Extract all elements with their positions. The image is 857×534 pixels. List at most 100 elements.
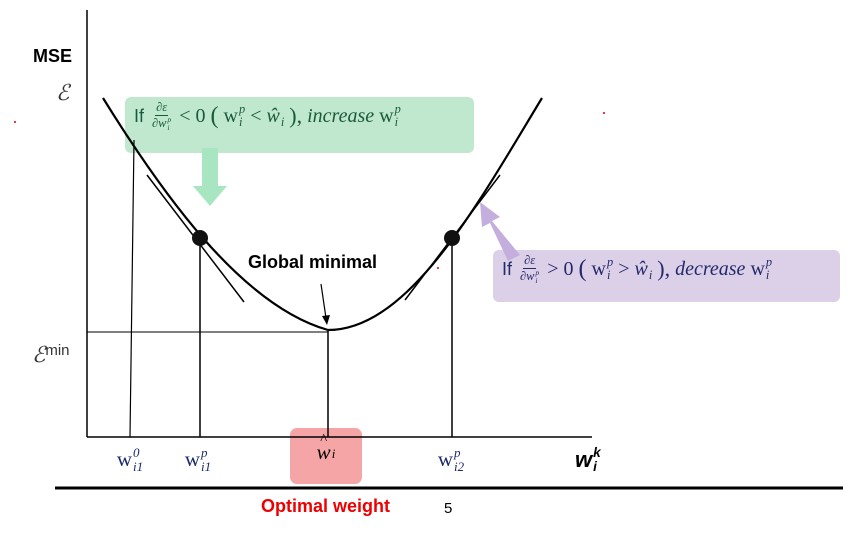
- action: increase: [307, 104, 375, 127]
- sub: i1: [201, 458, 212, 474]
- axes: [86, 10, 592, 438]
- prefix: If: [134, 105, 145, 126]
- scripts: 0 i1: [133, 446, 143, 473]
- sup: k: [593, 445, 601, 460]
- math-symbol: w 0 i1: [117, 446, 143, 473]
- sub: i: [648, 268, 653, 283]
- scripts: i: [332, 434, 336, 461]
- action: decrease: [675, 257, 746, 280]
- y-label: MSE: [33, 46, 73, 66]
- scripts: i: [281, 104, 284, 129]
- arrow: [193, 148, 227, 206]
- y-min: ℰmin: [32, 342, 70, 368]
- sub: i: [167, 122, 170, 132]
- symbol: ℰ: [32, 342, 46, 367]
- pointer-head: [322, 315, 330, 325]
- x-label: w 0 i1: [108, 446, 152, 473]
- sub: i: [765, 268, 770, 283]
- caption: Optimal weight: [261, 496, 391, 516]
- optimal-highlight: [290, 428, 362, 484]
- base: ŵ: [634, 257, 648, 280]
- sup: p: [765, 255, 773, 270]
- sup: min: [45, 342, 70, 359]
- sub: i: [238, 115, 243, 130]
- base: w: [184, 447, 201, 472]
- x-label: w p i1: [176, 446, 220, 473]
- error-curve: [102, 97, 543, 332]
- base: ŵ: [266, 104, 280, 127]
- sub: i: [535, 275, 538, 285]
- base: w: [379, 104, 394, 127]
- relation: >: [618, 257, 630, 280]
- base: w: [591, 257, 606, 280]
- paren: ),: [289, 103, 303, 129]
- fraction: ∂ε ∂w p i: [520, 253, 540, 285]
- sup: p: [394, 102, 401, 117]
- sup: p: [454, 445, 461, 460]
- sub: i: [280, 115, 285, 130]
- fraction: ∂ε ∂w p i: [152, 100, 172, 132]
- sub: i1: [133, 458, 144, 474]
- arrow: [480, 202, 520, 261]
- point: [444, 230, 460, 246]
- paren: ),: [657, 256, 671, 282]
- paren: (: [578, 255, 587, 282]
- rule: If ∂ε ∂w p i < 0(w p i < ŵ i), increase w p i: [126, 97, 409, 136]
- hat-stack: ^ w: [316, 431, 331, 465]
- base: w: [316, 440, 331, 465]
- page-number: 5: [444, 500, 453, 517]
- point: [192, 230, 208, 246]
- math-symbol: ∂w p i: [152, 114, 172, 132]
- paren: (: [210, 102, 219, 129]
- x-label: w p i2: [429, 446, 473, 473]
- math-symbol: ∂w p i: [520, 267, 540, 285]
- sub: i: [331, 446, 336, 462]
- base: ∂w: [520, 268, 535, 283]
- y-symbol: ℰ: [56, 80, 70, 105]
- math-symbol: w p i2: [438, 446, 464, 473]
- sup: p: [167, 114, 172, 124]
- sup: 0: [133, 445, 140, 460]
- rule-box: [493, 250, 840, 302]
- scripts: i: [649, 257, 652, 282]
- scripts: p i1: [201, 446, 211, 473]
- base: w: [437, 447, 454, 472]
- math-symbol: w p i1: [185, 446, 211, 473]
- base: w: [223, 104, 238, 127]
- numerator: ∂ε: [155, 100, 169, 116]
- scripts: p i2: [454, 446, 464, 473]
- sign: < 0: [179, 104, 206, 127]
- rule-box: [125, 97, 474, 153]
- base: w: [575, 447, 593, 473]
- sign: > 0: [547, 257, 574, 280]
- sup: p: [238, 102, 246, 117]
- hat: ^: [320, 431, 328, 448]
- base: w: [116, 447, 133, 472]
- sub: i: [606, 268, 611, 283]
- relation: <: [250, 104, 262, 127]
- prefix: If: [502, 258, 513, 279]
- sub: i: [394, 115, 399, 130]
- rule: If ∂ε ∂w p i > 0(w p i > ŵ i), decrease w p i: [494, 250, 780, 289]
- sup: p: [535, 267, 540, 277]
- base: ∂w: [152, 115, 167, 130]
- math-symbol: ^ w i: [316, 431, 336, 465]
- annotation: Global minimal: [248, 252, 378, 272]
- base: w: [750, 257, 765, 280]
- sub: i2: [454, 458, 465, 474]
